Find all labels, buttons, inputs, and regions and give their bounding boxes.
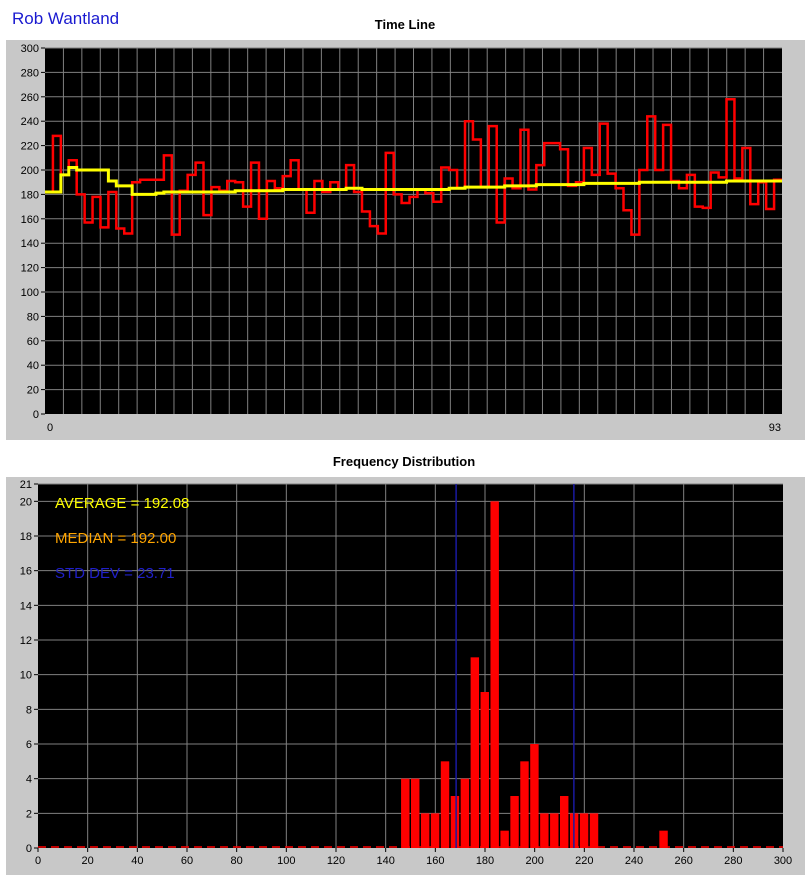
owner-name: Rob Wantland <box>12 9 120 28</box>
frequency-chart: 0 2 4 6 8 10 12 14 16 18 20 21 0 20 40 60 80 100 120 140 16… <box>6 477 805 875</box>
timeline-y-tick-label: 280 <box>21 67 39 79</box>
timeline-y-tick-label: 120 <box>21 263 39 275</box>
freq-bar <box>440 761 450 848</box>
timeline-y-tick-label: 0 <box>33 409 39 421</box>
freq-y-tick-label: 10 <box>20 670 32 682</box>
freq-bar <box>579 813 589 848</box>
freq-title: Frequency Distribution <box>332 454 476 469</box>
freq-y-tick-label: 0 <box>26 843 32 855</box>
freq-y-tick-label: 20 <box>20 496 32 508</box>
timeline-title: Time Line <box>374 17 436 32</box>
freq-bar <box>540 813 549 848</box>
freq-bar <box>480 692 489 848</box>
freq-x-tick-label: 200 <box>525 855 543 867</box>
freq-x-tick-label: 280 <box>724 855 742 867</box>
freq-bar <box>420 813 430 848</box>
timeline-y-tick-label: 40 <box>27 360 39 372</box>
timeline-chart: 0 20 40 60 80 100 120 140 160 180 200 220 240 260 280 3… <box>6 40 805 440</box>
timeline-y-tick-label: 100 <box>21 287 39 299</box>
freq-bar <box>520 761 529 848</box>
freq-bar <box>401 778 410 848</box>
timeline-y-axis: 0 20 40 60 80 100 120 140 160 180 200 220 240 260 280 3… <box>21 43 45 421</box>
freq-x-tick-label: 100 <box>277 855 295 867</box>
freq-y-tick-label: 14 <box>20 600 32 612</box>
freq-x-tick-label: 80 <box>231 855 243 867</box>
timeline-x-max-label: 93 <box>769 422 781 434</box>
freq-x-tick-label: 60 <box>181 855 193 867</box>
freq-bar <box>530 744 539 848</box>
timeline-raw-series <box>45 97 782 236</box>
timeline-y-tick-label: 80 <box>27 311 39 323</box>
timeline-y-tick-label: 300 <box>21 43 39 55</box>
freq-y-tick-label: 18 <box>20 531 32 543</box>
timeline-y-tick-label: 180 <box>21 189 39 201</box>
timeline-y-tick-label: 160 <box>21 214 39 226</box>
freq-plot-area <box>38 484 783 848</box>
freq-x-tick-label: 180 <box>476 855 494 867</box>
timeline-y-tick-label: 240 <box>21 116 39 128</box>
freq-y-tick-label: 6 <box>26 739 32 751</box>
stddev-readout: STD DEV = 23.71 <box>55 565 175 582</box>
freq-x-tick-label: 140 <box>376 855 394 867</box>
timeline-y-tick-label: 60 <box>27 336 39 348</box>
freq-x-tick-label: 300 <box>774 855 792 867</box>
freq-grid <box>38 483 783 848</box>
freq-y-tick-label: 16 <box>20 566 32 578</box>
average-readout: AVERAGE = 192.08 <box>55 495 189 512</box>
freq-stddev-lines <box>455 484 575 848</box>
timeline-y-tick-label: 200 <box>21 165 39 177</box>
timeline-y-tick-label: 140 <box>21 238 39 250</box>
freq-x-tick-label: 0 <box>35 855 41 867</box>
freq-bar <box>659 830 668 848</box>
freq-y-tick-label: 12 <box>20 635 32 647</box>
freq-bars <box>38 501 783 848</box>
timeline-y-tick-label: 220 <box>21 141 39 153</box>
timeline-y-tick-label: 20 <box>27 385 39 397</box>
freq-bar <box>450 796 460 848</box>
freq-x-axis: 0 20 40 60 80 100 120 140 160 180 200 220 240 260 280 3… <box>35 848 792 867</box>
freq-y-tick-label: 21 <box>20 479 32 491</box>
freq-x-tick-label: 20 <box>82 855 94 867</box>
timeline-y-tick-label: 260 <box>21 92 39 104</box>
freq-y-tick-label: 4 <box>26 774 32 786</box>
freq-bar <box>411 778 420 848</box>
timeline-x-min-label: 0 <box>47 422 53 434</box>
freq-x-tick-label: 120 <box>327 855 345 867</box>
freq-y-tick-label: 2 <box>26 808 32 820</box>
freq-y-axis: 0 2 4 6 8 10 12 14 16 18 20 21 <box>20 479 38 855</box>
median-readout: MEDIAN = 192.00 <box>55 530 176 547</box>
freq-bar <box>460 778 470 848</box>
freq-x-tick-label: 240 <box>625 855 643 867</box>
timeline-average-series <box>45 166 782 196</box>
freq-x-tick-label: 40 <box>131 855 143 867</box>
freq-bar <box>430 813 440 848</box>
freq-y-tick-label: 8 <box>26 704 32 716</box>
freq-bar <box>490 501 499 848</box>
freq-x-tick-label: 160 <box>426 855 444 867</box>
timeline-grid <box>45 47 782 414</box>
freq-bar <box>560 796 569 848</box>
freq-bar <box>550 813 559 848</box>
freq-bar <box>470 657 480 848</box>
freq-x-tick-label: 220 <box>575 855 593 867</box>
freq-bar <box>500 830 509 848</box>
freq-bar <box>589 813 599 848</box>
freq-x-tick-label: 260 <box>674 855 692 867</box>
freq-bar <box>510 796 519 848</box>
